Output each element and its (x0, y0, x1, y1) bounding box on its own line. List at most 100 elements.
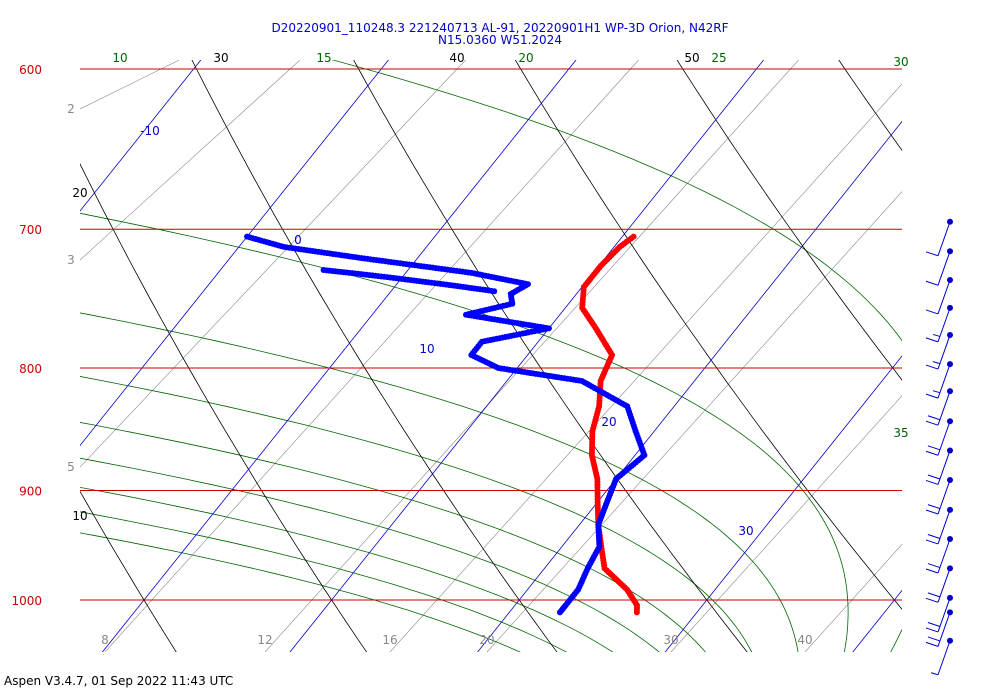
wind-barb-flag (927, 622, 941, 627)
mixing-ratio-label: 8 (101, 633, 109, 647)
mixing-ratio-line (486, 191, 902, 652)
wind-barb-flag (925, 597, 939, 603)
wind-barb-shaft (937, 612, 951, 647)
dry-adiabat-label: 30 (213, 51, 228, 65)
chart-title: D20220901_110248.3 221240713 AL-91, 2022… (0, 22, 1000, 46)
diagram-grid (0, 0, 1000, 680)
isobar-label: 600 (19, 63, 42, 77)
isotherm-line (289, 60, 765, 652)
wind-barb (925, 565, 953, 603)
wind-barb-flag (925, 641, 939, 647)
wind-barb-flag (927, 445, 941, 451)
moist-adiabat-line (80, 486, 614, 652)
wind-barb-flag (925, 364, 939, 370)
mixing-ratio-lines (80, 60, 902, 652)
dry-adiabat-line (838, 60, 902, 151)
isobar-label: 1000 (11, 594, 42, 608)
wind-barb-flag (925, 420, 939, 426)
wind-barb-shaft (937, 307, 951, 343)
moist-adiabat-label: 30 (893, 55, 908, 69)
dry-adiabat-label: 40 (449, 51, 464, 65)
isobar-label: 700 (19, 223, 42, 237)
dry-adiabat-line (0, 0, 2, 680)
wind-barb-flag (925, 509, 939, 515)
wind-barb-flag (927, 563, 941, 569)
wind-barb (925, 535, 953, 574)
title-line-1: D20220901_110248.3 221240713 AL-91, 2022… (271, 21, 729, 35)
wind-barb-flag (925, 479, 939, 485)
mixing-ratio-line (104, 60, 639, 652)
wind-barb-half (932, 333, 941, 337)
wind-barb (925, 609, 953, 647)
wind-barb-flag (927, 636, 941, 642)
wind-barb-shaft (937, 279, 951, 315)
isotherm-line (852, 589, 902, 652)
moist-adiabat-line (80, 511, 568, 652)
dry-adiabat-label: 50 (684, 51, 699, 65)
isotherms (80, 60, 902, 652)
wind-barb-shaft (937, 334, 951, 370)
wind-barb-shaft (937, 251, 951, 286)
wind-barb-shaft (937, 640, 951, 675)
mixing-ratio-line (80, 60, 180, 110)
wind-barb-flag (925, 539, 939, 545)
isotherm-label: -10 (140, 124, 160, 138)
moist-adiabat-line (80, 212, 849, 652)
mixing-ratio-label: 3 (67, 253, 75, 267)
wind-barb-shaft (937, 421, 951, 456)
wind-barb (930, 637, 953, 676)
wind-barb (925, 388, 953, 426)
title-line-2: N15.0360 W51.2024 (438, 33, 562, 47)
mixing-ratio-label: 5 (67, 460, 75, 474)
wind-barb-flag (925, 627, 939, 633)
isotherm-line (80, 60, 202, 212)
wind-barb-flag (927, 415, 941, 421)
moist-adiabat-line (80, 422, 706, 652)
dry-adiabat-line (80, 490, 177, 652)
isotherm-line (477, 120, 902, 652)
wind-barb (925, 447, 953, 485)
mixing-ratio-label: 40 (797, 633, 812, 647)
isobar-label: 900 (19, 484, 42, 498)
wind-barb-shaft (937, 221, 951, 256)
wind-barb-half (932, 361, 941, 365)
wind-barb-flag (925, 450, 939, 456)
wind-barb (925, 361, 953, 399)
moist-adiabat-label: 20 (518, 51, 533, 65)
wind-barb (925, 304, 953, 343)
wind-barb-shaft (937, 363, 951, 399)
wind-barb-half (930, 672, 939, 676)
wind-barb (925, 506, 953, 545)
wind-barb-flag (925, 568, 939, 574)
wind-barb-flag (927, 474, 941, 480)
dry-adiabat-line (80, 163, 368, 652)
mixing-ratio-line (80, 60, 466, 468)
wind-barbs (925, 218, 953, 676)
moist-adiabat-line (80, 457, 660, 652)
wind-barb (925, 276, 953, 315)
moist-adiabat-label: 25 (711, 51, 726, 65)
moist-adiabat-line (331, 60, 902, 652)
dry-adiabats (0, 0, 1000, 680)
isotherm-line (80, 60, 389, 447)
wind-barb (925, 418, 953, 456)
isotherm-label: 0 (294, 233, 302, 247)
isotherm-line (101, 60, 577, 652)
wind-barb-shaft (937, 479, 951, 515)
isotherm-label: 10 (419, 342, 434, 356)
dry-adiabat-label: 10 (72, 509, 87, 523)
mixing-ratio-label: 16 (382, 633, 397, 647)
isotherm-label: 20 (601, 415, 616, 429)
mixing-ratio-line (264, 60, 799, 652)
dry-adiabat-line (191, 60, 558, 652)
isotherm-line (664, 355, 902, 652)
wind-barb (925, 218, 953, 257)
dry-adiabat-line (956, 0, 1000, 680)
wind-barb-shaft (937, 568, 951, 603)
isobars (80, 68, 902, 601)
wind-barb-shaft (937, 450, 951, 485)
dry-adiabat-line (353, 60, 748, 652)
mixing-ratio-label: 20 (479, 633, 494, 647)
mixing-ratio-label: 30 (663, 633, 678, 647)
